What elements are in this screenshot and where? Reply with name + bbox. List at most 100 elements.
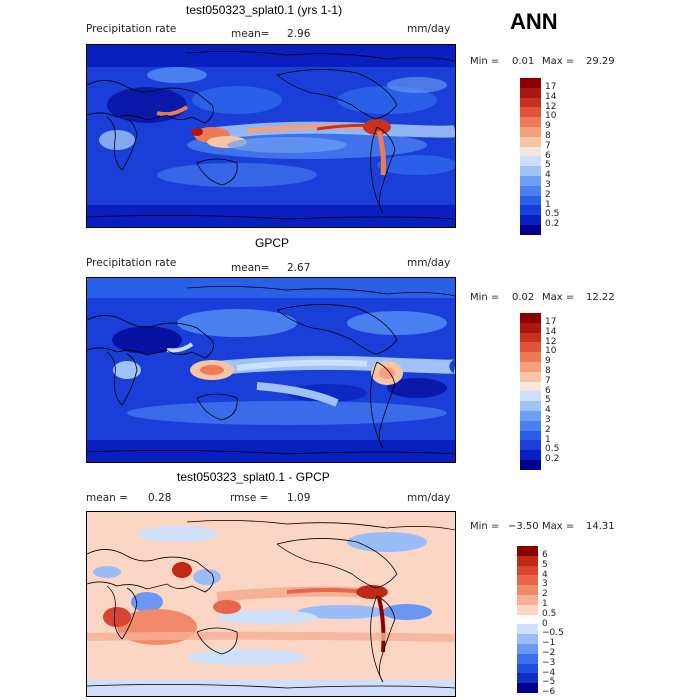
colorbar-tick-label: 0.2 — [545, 454, 560, 465]
colorbar-swatch — [517, 555, 538, 566]
colorbar-swatch — [517, 604, 538, 615]
colorbar-tick-label: −1 — [542, 638, 556, 649]
colorbar-swatch — [517, 546, 538, 556]
map-field-patch — [157, 163, 317, 187]
map-america-max — [356, 585, 388, 599]
colorbar-tick-label: 4 — [545, 405, 551, 416]
panel2-min-value: 0.02 — [512, 292, 535, 303]
map-field-patch — [192, 86, 282, 114]
colorbar-tick-label: 17 — [545, 317, 557, 327]
colorbar-swatch — [517, 683, 538, 693]
coast-eurasia-africa — [87, 315, 214, 359]
map-dry-patch — [107, 87, 187, 123]
panel3-rmse-label: rmse = — [230, 492, 269, 504]
colorbar-swatch — [520, 176, 541, 186]
panel2-mean-value: 2.67 — [287, 262, 311, 274]
colorbar-tick-label: 14 — [545, 326, 557, 337]
colorbar-swatch — [520, 97, 541, 108]
map-field-patch — [377, 155, 455, 175]
colorbar-swatch — [520, 440, 541, 451]
map-andes-band — [376, 130, 386, 176]
map-storm-track-diff — [87, 631, 455, 642]
colorbar-tick-label: 0.5 — [542, 608, 557, 619]
colorbar-tick-label: 1 — [545, 434, 551, 445]
colorbar-tick-label: 3 — [545, 415, 551, 425]
panel2-map — [86, 277, 456, 463]
map-amazon-core — [379, 367, 395, 379]
colorbar-swatch — [517, 673, 538, 684]
colorbar-tick-label: 5 — [545, 395, 551, 406]
map-spcz — [256, 382, 339, 407]
coast-eurasia-africa — [87, 549, 214, 593]
colorbar-swatch — [520, 185, 541, 196]
map-polar-band — [87, 440, 455, 462]
map-neg-patch — [131, 592, 163, 612]
map-field-patch — [147, 67, 207, 83]
panel1-max-value: 29.29 — [586, 56, 615, 67]
map-field-patch — [347, 311, 447, 335]
colorbar-tick-label: 8 — [545, 131, 551, 141]
panel1-title: test050323_splat0.1 (yrs 1-1) — [186, 3, 343, 17]
colorbar-tick-label: 7 — [545, 375, 551, 386]
colorbar-swatch — [517, 585, 538, 595]
colorbar-swatch — [520, 362, 541, 372]
map-neg-patch — [93, 566, 121, 578]
colorbar-tick-label: 7 — [545, 140, 551, 151]
colorbar-tick-label: −2 — [542, 648, 556, 658]
colorbar-swatch — [520, 332, 541, 343]
coast-australia — [196, 393, 238, 421]
colorbar-swatch — [520, 371, 541, 382]
panel3-mean-label: mean = — [86, 492, 128, 504]
map-polar-band — [87, 512, 455, 526]
colorbar-tick-label: 5 — [542, 559, 548, 570]
panel1-variable-label: Precipitation rate — [86, 23, 177, 35]
colorbar-tick-label: 6 — [545, 385, 551, 396]
panel3-units: mm/day — [407, 492, 451, 504]
map-neg-patch — [137, 526, 217, 542]
coast-africa — [106, 116, 138, 171]
colorbar-tick-label: −3 — [542, 657, 556, 668]
map-polar-band — [87, 205, 455, 227]
panel1-mean-label: mean= — [231, 28, 270, 40]
colorbar-tick-label: 4 — [545, 170, 551, 181]
map-monsoon-band — [156, 105, 189, 117]
colorbar-swatch — [517, 644, 538, 654]
colorbar-swatch — [520, 205, 541, 216]
colorbar-tick-label: 0.5 — [545, 209, 560, 220]
map-neg-patch — [347, 532, 427, 552]
map-warm-pool-core — [191, 128, 203, 136]
colorbar-swatch — [520, 107, 541, 118]
colorbar-tick-label: 0.2 — [545, 219, 560, 230]
panel2-min-label: Min = — [470, 292, 500, 303]
panel1-units: mm/day — [407, 23, 451, 35]
colorbar-tick-label: 2 — [545, 189, 551, 200]
coast-arctic — [186, 286, 455, 297]
colorbar-tick-label: 6 — [545, 150, 551, 161]
colorbar-swatch — [517, 614, 538, 625]
colorbar-swatch — [517, 624, 538, 635]
map-itcz-core — [236, 359, 368, 371]
map-field-patch — [177, 309, 297, 337]
panel3-map — [86, 511, 456, 697]
coast-south-america — [370, 361, 396, 449]
colorbar-swatch — [520, 381, 541, 392]
coast-arctic — [186, 51, 455, 62]
colorbar-tick-label: 10 — [545, 346, 557, 357]
coast-antarctica — [87, 684, 455, 689]
colorbar-tick-label: 3 — [542, 579, 548, 590]
map-coastlines — [87, 520, 455, 689]
panel1-map-field — [87, 45, 455, 227]
colorbar-tick-label: 4 — [542, 569, 548, 580]
colorbar-swatch — [520, 215, 541, 225]
colorbar-tick-label: 1 — [542, 599, 548, 609]
map-warm-pool-core — [200, 365, 224, 375]
map-neg-patch — [187, 649, 307, 665]
panel2-title: GPCP — [255, 236, 290, 250]
map-itcz-diff — [216, 586, 358, 602]
map-itcz-diff-core — [286, 588, 368, 594]
map-polar-band — [87, 680, 455, 696]
map-dry-patch — [287, 384, 367, 402]
map-pos-patch — [172, 562, 192, 578]
colorbar-tick-label: −4 — [542, 667, 556, 678]
panel3-min-label: Min = — [470, 521, 500, 532]
